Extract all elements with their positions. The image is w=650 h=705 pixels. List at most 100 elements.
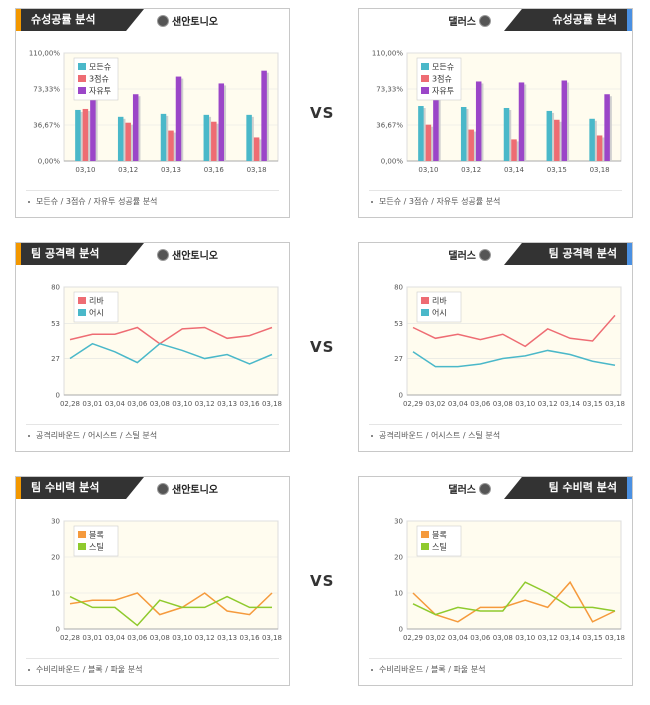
panel-caption: 수비리바운드 / 블록 / 파울 분석 bbox=[26, 658, 279, 677]
legend-label: 리바 bbox=[432, 296, 447, 306]
x-tick-label: 03,12 bbox=[195, 634, 215, 642]
x-tick-label: 03,02 bbox=[425, 634, 445, 642]
bar bbox=[90, 89, 96, 161]
bar bbox=[604, 94, 610, 161]
legend-label: 블록 bbox=[432, 530, 447, 540]
shooting-bar-chart: 110,00% 73,33% 36,67% 0,00% 03,10 03,12 03,13 0… bbox=[29, 50, 279, 174]
legend-swatch bbox=[421, 63, 429, 70]
y-tick-label: 10 bbox=[394, 590, 403, 598]
y-tick-label: 27 bbox=[51, 355, 60, 363]
legend-label: 자유투 bbox=[89, 87, 111, 96]
legend-swatch bbox=[78, 309, 86, 316]
x-tick-label: 03,12 bbox=[195, 400, 215, 408]
team-name: 댈러스 bbox=[448, 17, 476, 28]
bar bbox=[82, 108, 89, 161]
bar bbox=[468, 129, 474, 161]
y-tick-label: 0 bbox=[399, 392, 403, 400]
legend-swatch bbox=[421, 297, 429, 304]
bar bbox=[589, 118, 595, 161]
legend-label: 모든슈 bbox=[89, 63, 111, 72]
legend-label: 자유투 bbox=[432, 87, 454, 96]
panel-title: 슈성공률 분석 bbox=[504, 9, 632, 31]
bar bbox=[561, 80, 568, 161]
team-logo-icon bbox=[157, 249, 169, 261]
legend-swatch bbox=[78, 63, 86, 70]
vs-label-shooting: VS bbox=[310, 104, 335, 122]
team-label: 샌안토니오 bbox=[154, 13, 218, 28]
panel-header: 슈성공률 분석 샌안토니오 bbox=[16, 9, 289, 31]
legend-swatch bbox=[78, 531, 86, 538]
y-tick-label: 27 bbox=[394, 355, 403, 363]
caption-text: 공격리바운드 / 어시스트 / 스틸 분석 bbox=[36, 431, 158, 440]
x-tick-label: 03,14 bbox=[560, 400, 581, 408]
x-tick-label: 03,08 bbox=[493, 634, 513, 642]
bar bbox=[433, 77, 439, 161]
y-tick-label: 36,67% bbox=[376, 121, 403, 129]
y-tick-label: 30 bbox=[394, 518, 403, 526]
team-logo-icon bbox=[479, 15, 491, 27]
y-tick-label: 0,00% bbox=[38, 158, 61, 166]
x-tick-label: 02,28 bbox=[60, 634, 80, 642]
x-tick-label: 03,12 bbox=[461, 166, 481, 174]
series-line bbox=[69, 342, 273, 365]
series-line bbox=[69, 595, 272, 627]
bar bbox=[546, 110, 553, 161]
bar bbox=[75, 109, 81, 161]
bar bbox=[253, 137, 260, 161]
legend-label: 모든슈 bbox=[432, 63, 454, 72]
x-tick-label: 02,28 bbox=[60, 400, 80, 408]
y-tick-label: 53 bbox=[394, 320, 403, 328]
panel-caption: 공격리바운드 / 어시스트 / 스틸 분석 bbox=[26, 424, 279, 443]
bar bbox=[554, 119, 560, 161]
x-tick-label: 03,15 bbox=[547, 166, 567, 174]
bar bbox=[117, 116, 124, 161]
bar bbox=[125, 122, 131, 161]
panel-caption: 수비리바운드 / 블록 / 파울 분석 bbox=[369, 658, 622, 677]
team-logo-icon bbox=[157, 15, 169, 27]
x-tick-label: 03,08 bbox=[493, 400, 513, 408]
x-tick-label: 02,29 bbox=[403, 400, 423, 408]
caption-text: 공격리바운드 / 어시스트 / 스틸 분석 bbox=[379, 431, 501, 440]
panel-title: 팀 공격력 분석 bbox=[504, 243, 632, 265]
panel-header: 팀 공격력 분석 댈러스 bbox=[359, 243, 632, 265]
bar bbox=[425, 124, 432, 161]
team-name: 댈러스 bbox=[448, 251, 476, 262]
legend-swatch bbox=[421, 531, 429, 538]
team-logo-icon bbox=[479, 483, 491, 495]
x-tick-label: 03,06 bbox=[470, 634, 491, 642]
vs-label-offense: VS bbox=[310, 338, 335, 356]
bar bbox=[518, 82, 525, 161]
series-line bbox=[412, 580, 616, 623]
x-tick-label: 02,29 bbox=[403, 634, 423, 642]
y-tick-label: 20 bbox=[51, 554, 60, 562]
team-name: 샌안토니오 bbox=[172, 485, 218, 496]
bar bbox=[211, 121, 217, 161]
bar bbox=[596, 135, 603, 161]
y-tick-label: 10 bbox=[51, 590, 60, 598]
x-tick-label: 03,10 bbox=[418, 166, 438, 174]
x-tick-label: 03,06 bbox=[127, 634, 148, 642]
x-tick-label: 03,15 bbox=[583, 400, 603, 408]
panel-title: 팀 공격력 분석 bbox=[16, 243, 144, 265]
x-tick-label: 03,18 bbox=[247, 166, 267, 174]
panel-offense-dallas: 팀 공격력 분석 댈러스 0 27 53 80 02,29 03,02 03,04 03,06… bbox=[358, 242, 633, 452]
bar bbox=[460, 107, 467, 161]
team-logo-icon bbox=[157, 483, 169, 495]
y-tick-label: 0,00% bbox=[381, 158, 404, 166]
x-tick-label: 03,18 bbox=[605, 634, 625, 642]
y-tick-label: 80 bbox=[394, 284, 403, 292]
bar bbox=[218, 83, 225, 161]
panel-caption: 공격리바운드 / 어시스트 / 스틸 분석 bbox=[369, 424, 622, 443]
bar bbox=[475, 81, 482, 161]
y-tick-label: 53 bbox=[51, 320, 60, 328]
panel-title: 팀 수비력 분석 bbox=[504, 477, 632, 499]
x-tick-label: 03,13 bbox=[217, 634, 237, 642]
panel-caption: 모든슈 / 3점슈 / 자유투 성공률 분석 bbox=[26, 190, 279, 209]
